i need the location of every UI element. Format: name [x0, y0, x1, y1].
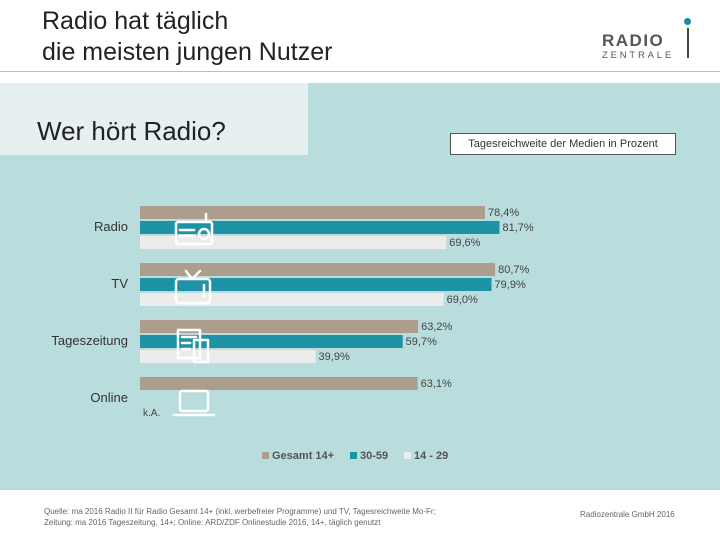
source-note: Quelle: ma 2016 Radio II für Radio Gesam… [44, 506, 464, 528]
legend-swatch-14-29 [404, 452, 411, 459]
bar-tageszeitung-gesamt [140, 320, 419, 333]
tv-icon [174, 269, 212, 305]
category-label-radio: Radio [94, 219, 128, 234]
source-line-1: Quelle: ma 2016 Radio II für Radio Gesam… [44, 507, 436, 516]
data-label-radio-14-29: 69,6% [449, 237, 480, 249]
data-label-tageszeitung-30-59: 59,7% [406, 336, 437, 348]
copyright: Radiozentrale GmbH 2016 [580, 510, 675, 519]
bar-radio-gesamt [140, 206, 485, 219]
legend-swatch-30-59 [350, 452, 357, 459]
radio-icon [174, 212, 214, 246]
legend-label-14-29: 14 - 29 [414, 450, 448, 462]
legend-label-gesamt: Gesamt 14+ [272, 450, 334, 462]
legend-label-30-59: 30-59 [360, 450, 388, 462]
title-line-1: Radio hat täglich [42, 7, 229, 35]
bar-tageszeitung-14-29 [140, 350, 316, 363]
chart-caption: Tagesreichweite der Medien in Prozent [450, 133, 676, 155]
data-label-tageszeitung-gesamt: 63,2% [421, 321, 452, 333]
bar-radio-30-59 [140, 221, 500, 234]
subtitle: Wer hört Radio? [37, 116, 226, 146]
data-label-online-gesamt: 63,1% [421, 378, 452, 390]
data-label-tv-14-29: 69,0% [447, 294, 478, 306]
missing-label-online: k.A. [143, 408, 160, 419]
subtitle-box [0, 83, 308, 155]
page-title: Radio hat täglich die meisten jungen Nut… [42, 6, 522, 68]
newspaper-icon [176, 328, 210, 364]
bar-tv-gesamt [140, 263, 496, 276]
title-line-2: die meisten jungen Nutzer [42, 38, 333, 66]
title-divider [0, 71, 720, 72]
bar-tageszeitung-30-59 [140, 335, 403, 348]
data-label-radio-30-59: 81,7% [502, 222, 533, 234]
bar-tv-30-59 [140, 278, 492, 291]
bar-online-gesamt [140, 377, 418, 390]
footer [0, 490, 720, 540]
data-label-tv-gesamt: 80,7% [498, 264, 529, 276]
data-label-tageszeitung-14-29: 39,9% [319, 351, 350, 363]
logo-bar [687, 28, 689, 58]
logo-text-zentrale: ZENTRALE [602, 50, 675, 61]
legend-swatch-gesamt [262, 452, 269, 459]
category-label-tv: TV [111, 276, 128, 291]
laptop-icon [172, 389, 216, 417]
bar-radio-14-29 [140, 236, 447, 249]
radiozentrale-logo: RADIO ZENTRALE [598, 18, 698, 61]
bar-tv-14-29 [140, 293, 444, 306]
logo-text-radio: RADIO [602, 31, 665, 50]
data-label-radio-gesamt: 78,4% [488, 207, 519, 219]
data-label-tv-30-59: 79,9% [495, 279, 526, 291]
category-label-tageszeitung: Tageszeitung [51, 333, 128, 348]
category-label-online: Online [90, 390, 128, 405]
source-line-2: Zeitung: ma 2016 Tageszeitung, 14+; Onli… [44, 518, 381, 527]
logo-dot [684, 18, 691, 25]
